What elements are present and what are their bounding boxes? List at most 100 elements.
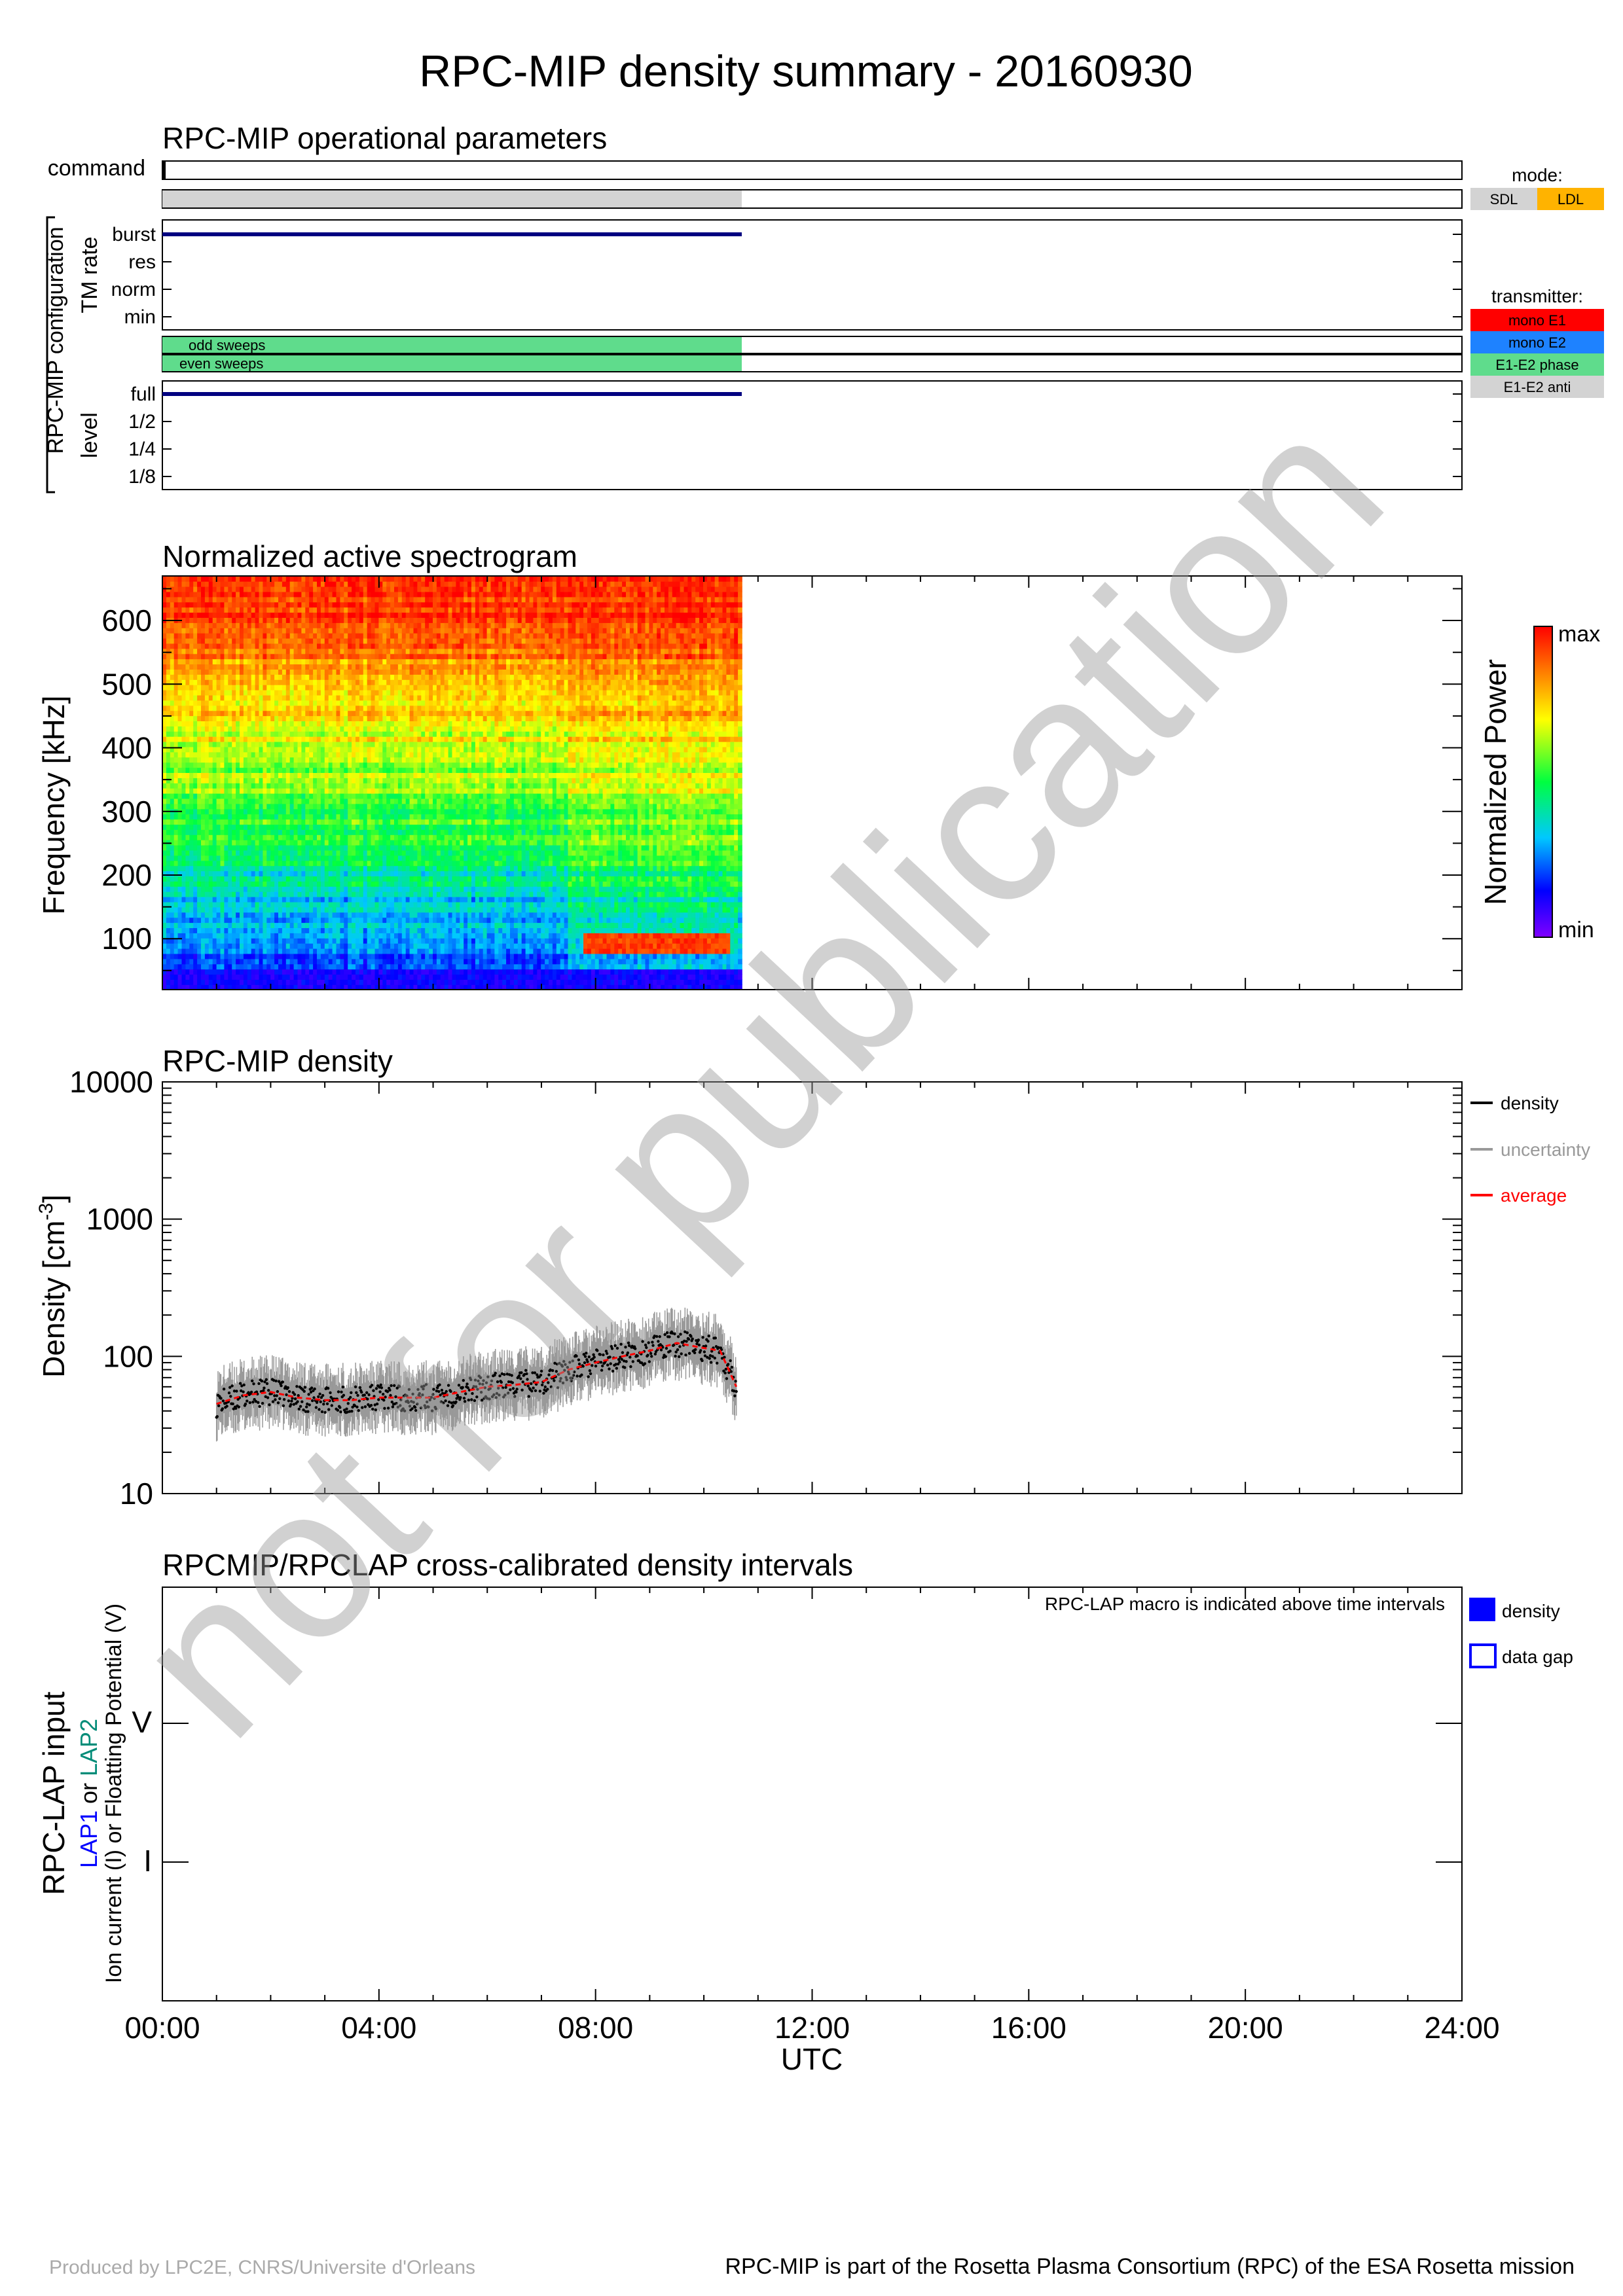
spectrogram-cell: [185, 632, 191, 639]
spectrogram-cell: [185, 803, 191, 810]
spectrogram-cell: [224, 772, 229, 778]
spectrogram-cell: [317, 591, 321, 598]
spectrogram-cell: [228, 855, 232, 861]
spectrogram-cell: [305, 762, 310, 768]
spectrogram-cell: [259, 948, 264, 954]
spectrogram-cell: [166, 824, 171, 830]
spectrogram-cell: [255, 783, 260, 789]
spectrogram-cell: [390, 767, 395, 773]
spectrogram-cell: [378, 927, 384, 933]
spectrogram-cell: [240, 643, 244, 649]
spectrogram-cell: [274, 876, 279, 882]
spectrogram-cell: [390, 576, 395, 582]
spectrogram-cell: [336, 865, 341, 872]
spectrogram-cell: [367, 860, 372, 867]
spectrogram-cell: [201, 653, 206, 660]
spectrogram-cell: [348, 860, 352, 867]
spectrogram-cell: [212, 778, 217, 783]
spectrogram-cell: [185, 927, 191, 933]
spectrogram-cell: [177, 860, 183, 867]
spectrogram-cell: [289, 979, 295, 985]
spectrogram-cell: [289, 643, 295, 649]
spectrogram-cell: [208, 927, 213, 933]
spectrogram-cell: [301, 591, 306, 598]
spectrogram-cell: [359, 700, 364, 706]
spectrogram-cell: [340, 906, 345, 913]
spectrogram-cell: [313, 942, 318, 949]
spectrogram-cell: [332, 891, 337, 897]
spectrogram-cell: [386, 772, 391, 778]
spectrogram-cell: [255, 721, 260, 726]
spectrogram-cell: [363, 591, 368, 598]
spectrogram-cell: [228, 648, 232, 655]
spectrogram-cell: [177, 669, 183, 675]
spectrogram-cell: [313, 710, 318, 717]
spectrogram-cell: [289, 628, 295, 634]
spectrogram-cell: [289, 622, 295, 628]
spectrogram-cell: [251, 803, 256, 810]
spectrogram-cell: [259, 736, 264, 742]
spectrogram-cell: [193, 576, 198, 582]
spectrogram-cell: [371, 596, 376, 603]
spectrogram-cell: [394, 762, 399, 768]
spectrogram-cell: [243, 705, 248, 711]
spectrogram-cell: [317, 922, 321, 928]
spectrogram-cell: [328, 942, 333, 949]
spectrogram-cell: [216, 746, 221, 753]
spectrogram-cell: [212, 958, 217, 965]
spectrogram-cell: [224, 963, 229, 970]
spectrogram-cell: [317, 787, 321, 794]
spectrogram-cell: [390, 865, 395, 872]
spectrogram-cell: [324, 922, 329, 928]
spectrogram-cell: [181, 741, 187, 747]
spectrogram-cell: [348, 948, 352, 954]
spectrogram-cell: [204, 927, 210, 933]
spectrogram-cell: [317, 731, 321, 737]
spectrogram-cell: [363, 850, 368, 856]
spectrogram-cell: [313, 844, 318, 851]
spectrogram-cell: [293, 850, 299, 856]
spectrogram-cell: [378, 576, 384, 582]
spectrogram-cell: [259, 700, 264, 706]
spectrogram-cell: [382, 596, 387, 603]
spectrogram-cell: [274, 787, 279, 794]
spectrogram-cell: [204, 860, 210, 867]
spectrogram-cell: [348, 933, 352, 939]
spectrogram-cell: [378, 819, 384, 825]
spectrogram-cell: [359, 721, 364, 726]
spectrogram-cell: [317, 628, 321, 634]
spectrogram-cell: [320, 844, 325, 851]
spectrogram-cell: [177, 984, 183, 990]
spectrogram-cell: [166, 912, 171, 918]
spectrogram-cell: [189, 865, 194, 872]
spectrogram-cell: [305, 607, 310, 613]
spectrogram-cell: [340, 628, 345, 634]
spectrogram-cell: [193, 917, 198, 924]
spectrogram-cell: [232, 808, 236, 815]
spectrogram-cell: [309, 974, 314, 980]
spectrogram-cell: [162, 942, 167, 949]
spectrogram-cell: [378, 834, 384, 840]
spectrogram-cell: [371, 684, 376, 691]
spectrogram-cell: [328, 710, 333, 717]
spectrogram-cell: [359, 870, 364, 876]
spectrogram-cell: [177, 922, 183, 928]
spectrogram-cell: [220, 715, 225, 721]
spectrogram-cell: [289, 844, 295, 851]
spectrogram-cell: [243, 637, 248, 644]
spectrogram-cell: [216, 741, 221, 747]
spectrogram-cell: [363, 617, 368, 623]
spectrogram-cell: [204, 689, 210, 696]
spectrogram-cell: [240, 736, 244, 742]
spectrogram-cell: [313, 772, 318, 778]
spectrogram-cell: [216, 684, 221, 691]
spectrogram-cell: [251, 819, 256, 825]
spectrogram-cell: [181, 643, 187, 649]
spectrogram-cell: [240, 700, 244, 706]
spectrogram-cell: [177, 855, 183, 861]
spectrogram-cell: [232, 694, 236, 701]
spectrogram-cell: [228, 886, 232, 892]
spectrogram-cell: [240, 762, 244, 768]
spectrogram-cell: [386, 953, 391, 960]
spectrogram-cell: [181, 938, 187, 944]
